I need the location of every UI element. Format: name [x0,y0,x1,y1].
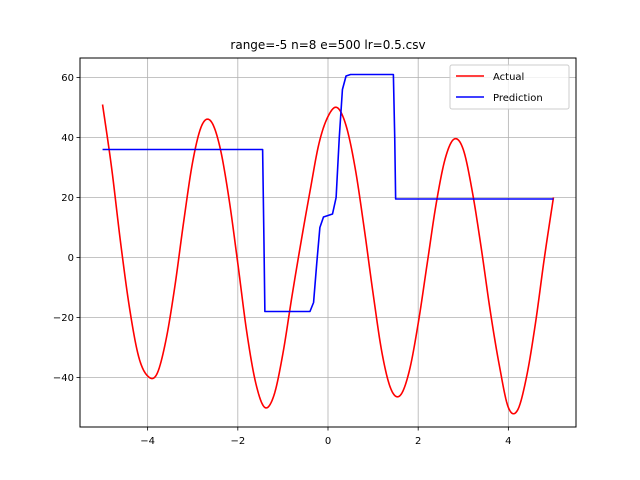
series-group [101,73,555,415]
y-axis: −40 −20 0 20 40 60 [53,73,80,384]
chart-title: range=-5 n=8 e=500 lr=0.5.csv [230,38,425,52]
series-line-prediction [102,73,554,313]
x-tick-label: 0 [325,436,331,447]
series-line-actual [101,104,555,415]
y-tick-label: −40 [53,373,74,384]
y-tick-label: 0 [68,253,74,264]
x-tick-label: 4 [505,436,511,447]
y-tick-label: 60 [61,73,74,84]
x-tick-label: 2 [415,436,421,447]
legend-label: Prediction [493,93,543,104]
y-tick-label: 40 [61,133,74,144]
x-tick-label: −2 [230,436,245,447]
grid-lines [80,58,576,427]
x-tick-label: −4 [140,436,155,447]
y-tick-label: 20 [61,193,74,204]
legend: Actual Prediction [449,64,570,110]
legend-label: Actual [493,72,524,83]
x-axis: −4 −2 0 2 4 [140,427,512,447]
y-tick-label: −20 [53,313,74,324]
